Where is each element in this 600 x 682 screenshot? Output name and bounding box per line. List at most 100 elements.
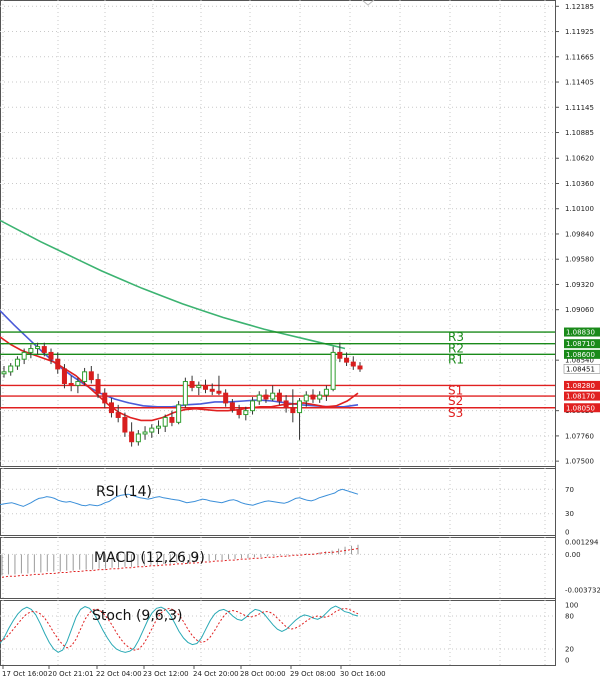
bullish-candle — [303, 394, 309, 402]
bullish-candle — [162, 416, 168, 427]
stoch-d-line — [0, 607, 359, 651]
bearish-candle — [108, 402, 114, 414]
bearish-candle — [129, 431, 135, 443]
x-axis-label: 24 Oct 20:00 — [193, 670, 239, 678]
stoch-tick-label: 20 — [565, 646, 574, 654]
bearish-candle — [122, 416, 128, 433]
price-tick-label: 1.08540 — [565, 357, 594, 365]
stoch-k-line — [0, 605, 359, 653]
price-tick-label: 1.11145 — [565, 104, 594, 112]
bearish-candle — [276, 392, 282, 402]
bullish-candle — [297, 400, 303, 414]
bearish-candle — [357, 365, 363, 370]
bearish-candle — [283, 400, 289, 409]
bullish-candle — [35, 346, 41, 350]
r1-level-label: R1 — [448, 352, 464, 366]
s3-level-label: S3 — [448, 406, 463, 420]
x-axis-label: 29 Oct 08:00 — [290, 670, 336, 678]
bullish-candle — [330, 351, 336, 390]
s3-price-tag — [564, 403, 600, 413]
macd-tick-label: 0.001294 — [565, 539, 599, 547]
stoch-tick-label: 80 — [565, 613, 574, 621]
bullish-candle — [256, 394, 262, 402]
s2-price-tag-text: 1.08170 — [566, 393, 595, 401]
s1-price-tag — [564, 380, 600, 390]
x-axis-label: 22 Oct 04:00 — [96, 670, 142, 678]
bullish-candle — [243, 410, 249, 416]
rsi-title: RSI (14) — [96, 484, 152, 500]
bearish-candle — [61, 368, 67, 384]
s2-level-label: S2 — [448, 394, 463, 408]
bullish-candle — [317, 394, 323, 400]
bearish-candle — [169, 416, 175, 423]
price-tick-label: 1.07500 — [565, 458, 594, 466]
bearish-candle — [216, 390, 222, 394]
price-tick-label: 1.10360 — [565, 180, 594, 188]
bullish-candle — [149, 427, 155, 433]
bullish-candle — [75, 381, 81, 386]
stoch-tick-label: 100 — [565, 602, 578, 610]
s2-price-tag — [564, 391, 600, 401]
bearish-candle — [95, 379, 101, 394]
stoch-title: Stoch (9,6,3) — [92, 608, 183, 624]
bearish-candle — [337, 351, 343, 359]
s1-price-tag-text: 1.08280 — [566, 382, 595, 390]
bearish-candle — [236, 409, 242, 416]
x-axis-label: 28 Oct 00:00 — [240, 670, 286, 678]
bearish-candle — [115, 412, 121, 418]
bullish-candle — [1, 371, 7, 375]
ma-slow-line — [0, 219, 346, 350]
bullish-candle — [250, 400, 256, 412]
macd-tick-label: -0.003732 — [565, 587, 600, 595]
r2-price-tag — [564, 339, 600, 349]
scroll-marker-icon — [361, 0, 375, 6]
bearish-candle — [202, 384, 209, 390]
current-price-tag — [563, 364, 600, 374]
bullish-candle — [176, 404, 182, 423]
x-axis-label: 23 Oct 12:00 — [143, 670, 189, 678]
bearish-candle — [189, 381, 195, 388]
bearish-candle — [344, 357, 350, 363]
bearish-candle — [68, 382, 74, 386]
price-tick-label: 1.07760 — [565, 432, 594, 440]
bearish-candle — [88, 371, 94, 381]
s1-level-label: S1 — [448, 383, 463, 397]
bullish-candle — [323, 388, 329, 396]
price-tick-label: 1.09060 — [565, 306, 594, 314]
price-tick-label: 1.09320 — [565, 281, 594, 289]
bearish-candle — [223, 392, 229, 404]
x-axis-label: 30 Oct 16:00 — [340, 670, 386, 678]
bearish-candle — [41, 346, 47, 353]
bearish-candle — [102, 392, 108, 404]
r3-price-tag-text: 1.08830 — [566, 329, 595, 337]
x-axis-label: 17 Oct 16:00 — [2, 670, 48, 678]
rsi-tick-label: 0 — [565, 529, 569, 537]
bearish-candle — [290, 407, 296, 414]
price-tick-label: 1.09840 — [565, 230, 594, 238]
r1-price-tag-text: 1.08600 — [566, 351, 595, 359]
bullish-candle — [196, 384, 202, 388]
bullish-candle — [155, 425, 162, 429]
rsi-line — [0, 488, 359, 507]
bullish-candle — [8, 365, 14, 373]
bullish-candle — [14, 358, 20, 367]
price-tick-label: 1.11925 — [565, 28, 594, 36]
bullish-candle — [82, 371, 88, 383]
bullish-candle — [21, 351, 27, 360]
price-tick-label: 1.10885 — [565, 129, 594, 137]
price-tick-label: 1.09580 — [565, 256, 594, 264]
price-tick-label: 1.11665 — [565, 53, 594, 61]
bearish-candle — [48, 351, 54, 360]
bearish-candle — [55, 358, 61, 370]
bullish-candle — [270, 392, 276, 400]
price-tick-label: 1.10100 — [565, 205, 594, 213]
bullish-candle — [28, 348, 34, 353]
bearish-candle — [310, 394, 316, 400]
r2-level-label: R2 — [448, 342, 464, 356]
bearish-candle — [263, 394, 269, 400]
rsi-tick-label: 70 — [565, 486, 574, 494]
bullish-candle — [182, 381, 188, 406]
stoch-tick-label: 0 — [565, 657, 569, 665]
bearish-candle — [350, 361, 356, 367]
